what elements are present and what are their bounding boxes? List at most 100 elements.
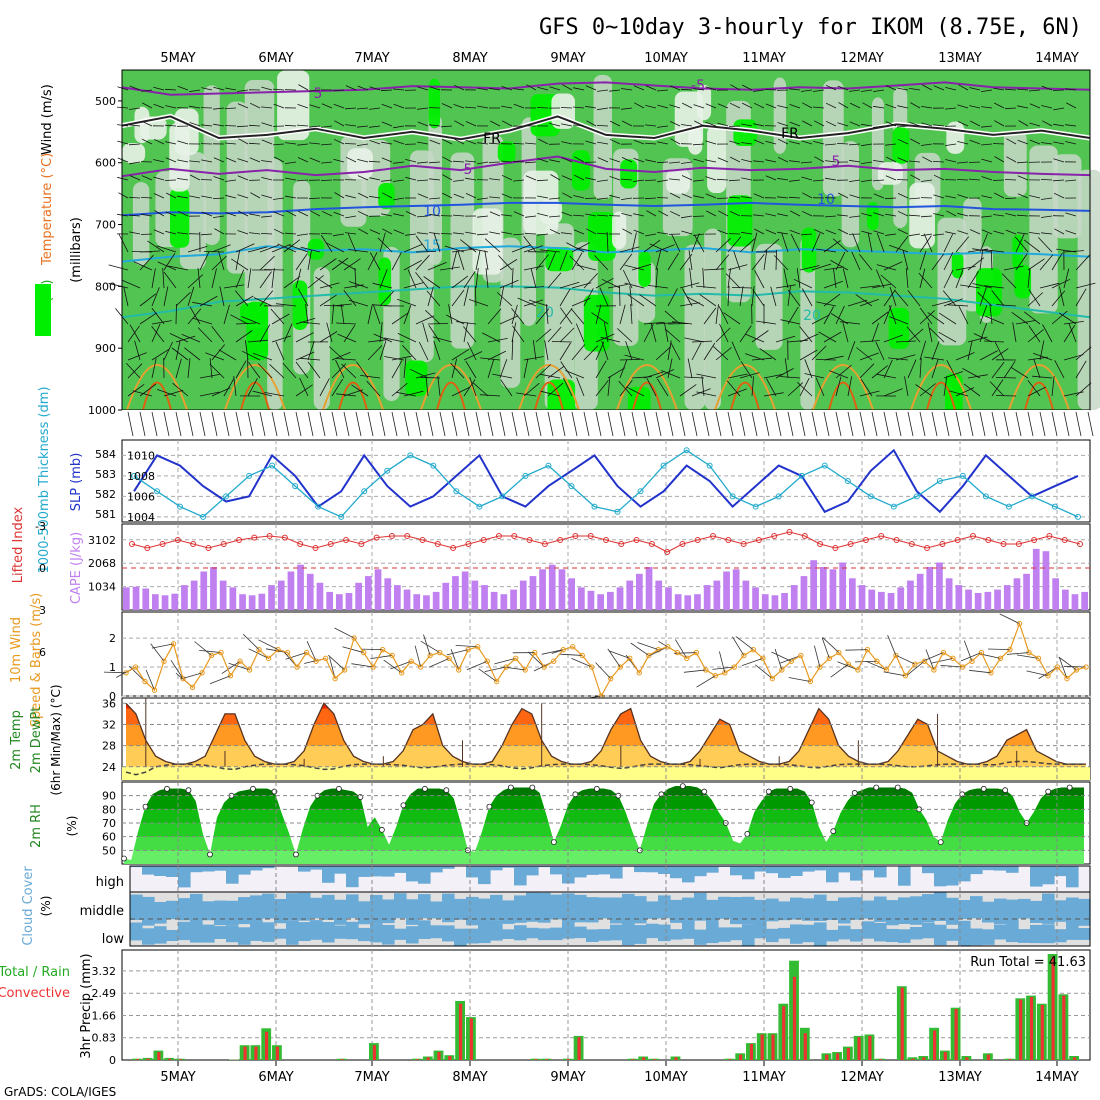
wind-barb bbox=[444, 245, 465, 253]
wind-barb bbox=[187, 308, 202, 325]
thickness-point bbox=[637, 488, 644, 495]
cloud-mid-cell bbox=[934, 892, 947, 921]
wind-barb bbox=[1066, 102, 1077, 109]
wind10m-point bbox=[779, 667, 785, 673]
wind-barb bbox=[369, 195, 381, 199]
wind-barb bbox=[802, 120, 813, 127]
wind-barb bbox=[619, 246, 640, 253]
cloud-high-cell bbox=[142, 866, 155, 875]
wind-barb bbox=[187, 246, 208, 253]
wind-barb bbox=[655, 250, 662, 271]
wind-barb bbox=[728, 125, 741, 127]
wind10m-barb bbox=[866, 660, 887, 671]
precip-convective-bar bbox=[652, 1059, 657, 1060]
wind-barb bbox=[163, 252, 176, 271]
wind-barb bbox=[513, 103, 525, 109]
cloud-low-cell bbox=[898, 929, 911, 943]
wind-barb bbox=[703, 307, 717, 325]
cloud-high-cell bbox=[190, 866, 203, 873]
wind-barb bbox=[343, 324, 356, 343]
wind-barb bbox=[140, 197, 153, 199]
temp-tick-label: 24 bbox=[102, 761, 116, 774]
wind-barb bbox=[715, 304, 719, 325]
wind-barb bbox=[693, 158, 705, 163]
wind-barb bbox=[235, 322, 257, 325]
surface-barb bbox=[1039, 411, 1046, 437]
wind-barb bbox=[463, 326, 477, 343]
wind-barb bbox=[277, 243, 297, 253]
wind-barb bbox=[559, 281, 580, 289]
wind10m-barb bbox=[969, 669, 991, 674]
li-point bbox=[969, 533, 976, 539]
cloud-high-cell bbox=[826, 866, 839, 883]
wind-barb bbox=[129, 85, 141, 91]
wind-barb bbox=[639, 294, 657, 307]
wind-barb bbox=[451, 348, 470, 361]
cloud-low-cell bbox=[262, 922, 275, 942]
cape-bar bbox=[626, 580, 634, 610]
wind-barb bbox=[151, 348, 170, 361]
rh-moist-patch bbox=[378, 257, 392, 306]
wind-barb bbox=[681, 175, 693, 181]
wind-barb bbox=[933, 194, 945, 199]
wind-barb bbox=[499, 315, 519, 325]
wind-barb bbox=[996, 304, 1017, 307]
wind-barb bbox=[475, 268, 479, 289]
wind-barb bbox=[282, 362, 297, 379]
wind-barb bbox=[189, 122, 201, 127]
surface-barb bbox=[991, 411, 998, 437]
rh-point bbox=[808, 799, 815, 806]
wind-barb bbox=[257, 363, 273, 379]
cloud-low-cell bbox=[322, 922, 335, 943]
wind-barb bbox=[885, 233, 897, 236]
cloud-mid-cell bbox=[802, 898, 815, 921]
rh-dry-patch bbox=[1029, 145, 1058, 314]
wind-barb bbox=[811, 263, 832, 271]
wind-barb bbox=[490, 120, 501, 127]
cloud-mid-cell bbox=[298, 892, 311, 921]
wind-barb bbox=[236, 125, 249, 128]
wind-barb bbox=[1016, 214, 1029, 217]
wind-barb bbox=[184, 347, 201, 361]
wind-barb bbox=[1023, 239, 1041, 253]
surface-barb bbox=[355, 411, 362, 437]
cape-bar bbox=[645, 567, 653, 610]
wind10m-barb bbox=[960, 652, 982, 662]
precip-convective-bar bbox=[674, 1057, 678, 1060]
wind-barb bbox=[270, 308, 285, 325]
wind-barb bbox=[175, 291, 191, 307]
rh-dry-patch bbox=[822, 80, 844, 197]
wind-barb bbox=[696, 285, 717, 289]
wind10m-point bbox=[417, 664, 424, 670]
rh-dry-patch bbox=[937, 217, 967, 346]
wind-barb bbox=[537, 86, 549, 91]
wind-barb bbox=[201, 159, 213, 163]
wind10m-barb bbox=[854, 660, 877, 663]
wind10m-barb bbox=[887, 634, 897, 656]
wind-barb bbox=[259, 255, 275, 271]
cloud-axis-label: Cloud Cover bbox=[21, 866, 36, 946]
wind-barb bbox=[1063, 354, 1084, 361]
wind-barb bbox=[429, 213, 441, 217]
wind-barb bbox=[619, 359, 641, 361]
pressure-tick-label: 500 bbox=[95, 95, 116, 108]
wind-barb bbox=[296, 124, 309, 127]
cape-bar bbox=[878, 591, 885, 610]
wind-barb bbox=[261, 106, 273, 109]
wind-barb bbox=[535, 328, 552, 343]
wind-barb bbox=[197, 327, 213, 343]
wind-barb bbox=[477, 142, 489, 145]
precip-convective-bar bbox=[340, 1059, 344, 1060]
wind-barb bbox=[573, 124, 585, 127]
wind-barb bbox=[1041, 105, 1053, 109]
thickness-point bbox=[315, 503, 322, 510]
cloud-mid-cell bbox=[130, 894, 143, 920]
cape-bar bbox=[336, 594, 343, 610]
wind-barb bbox=[300, 321, 321, 325]
wind-barb bbox=[367, 339, 388, 343]
wind-barb bbox=[393, 103, 405, 109]
wind-barb bbox=[368, 160, 381, 163]
wind-barb bbox=[586, 120, 597, 127]
wind-barb bbox=[576, 377, 585, 397]
